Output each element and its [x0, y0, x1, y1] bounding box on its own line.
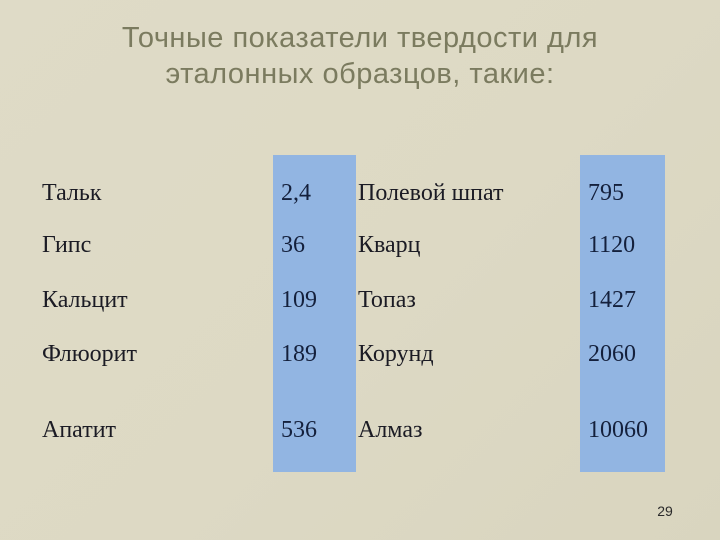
- mineral-name: Тальк: [42, 180, 102, 206]
- table-row: Гипс 36 Кварц 1120: [42, 232, 682, 258]
- table-row: Флюорит 189 Корунд 2060: [42, 341, 682, 367]
- page-number: 29: [657, 503, 673, 519]
- mineral-name: Кальцит: [42, 287, 128, 313]
- hardness-value: 109: [281, 287, 317, 313]
- mineral-name: Топаз: [358, 287, 416, 313]
- hardness-value: 2060: [588, 341, 636, 367]
- mineral-name: Полевой шпат: [358, 180, 504, 206]
- hardness-value: 536: [281, 417, 317, 443]
- mineral-name: Алмаз: [358, 417, 423, 443]
- slide-title-line-2: эталонных образцов, такие:: [165, 58, 555, 90]
- hardness-value: 36: [281, 232, 305, 258]
- table-row: Кальцит 109 Топаз 1427: [42, 287, 682, 313]
- highlight-column-right: [580, 155, 665, 472]
- hardness-value: 2,4: [281, 180, 311, 206]
- hardness-value: 10060: [588, 417, 648, 443]
- mineral-name: Корунд: [358, 341, 434, 367]
- slide-title-line-1: Точные показатели твердости для: [121, 22, 599, 54]
- table-row: Тальк 2,4 Полевой шпат 795: [42, 180, 682, 206]
- slide-title: Точные показатели твердости для эталонны…: [0, 20, 720, 92]
- hardness-value: 189: [281, 341, 317, 367]
- hardness-value: 1427: [588, 287, 636, 313]
- mineral-name: Флюорит: [42, 341, 138, 367]
- mineral-name: Кварц: [358, 232, 421, 258]
- table-row: Апатит 536 Алмаз 10060: [42, 417, 682, 443]
- hardness-value: 1120: [588, 232, 636, 258]
- mineral-name: Гипс: [42, 232, 92, 258]
- highlight-column-left: [273, 155, 356, 472]
- mineral-name: Апатит: [42, 417, 117, 443]
- hardness-value: 795: [588, 180, 624, 206]
